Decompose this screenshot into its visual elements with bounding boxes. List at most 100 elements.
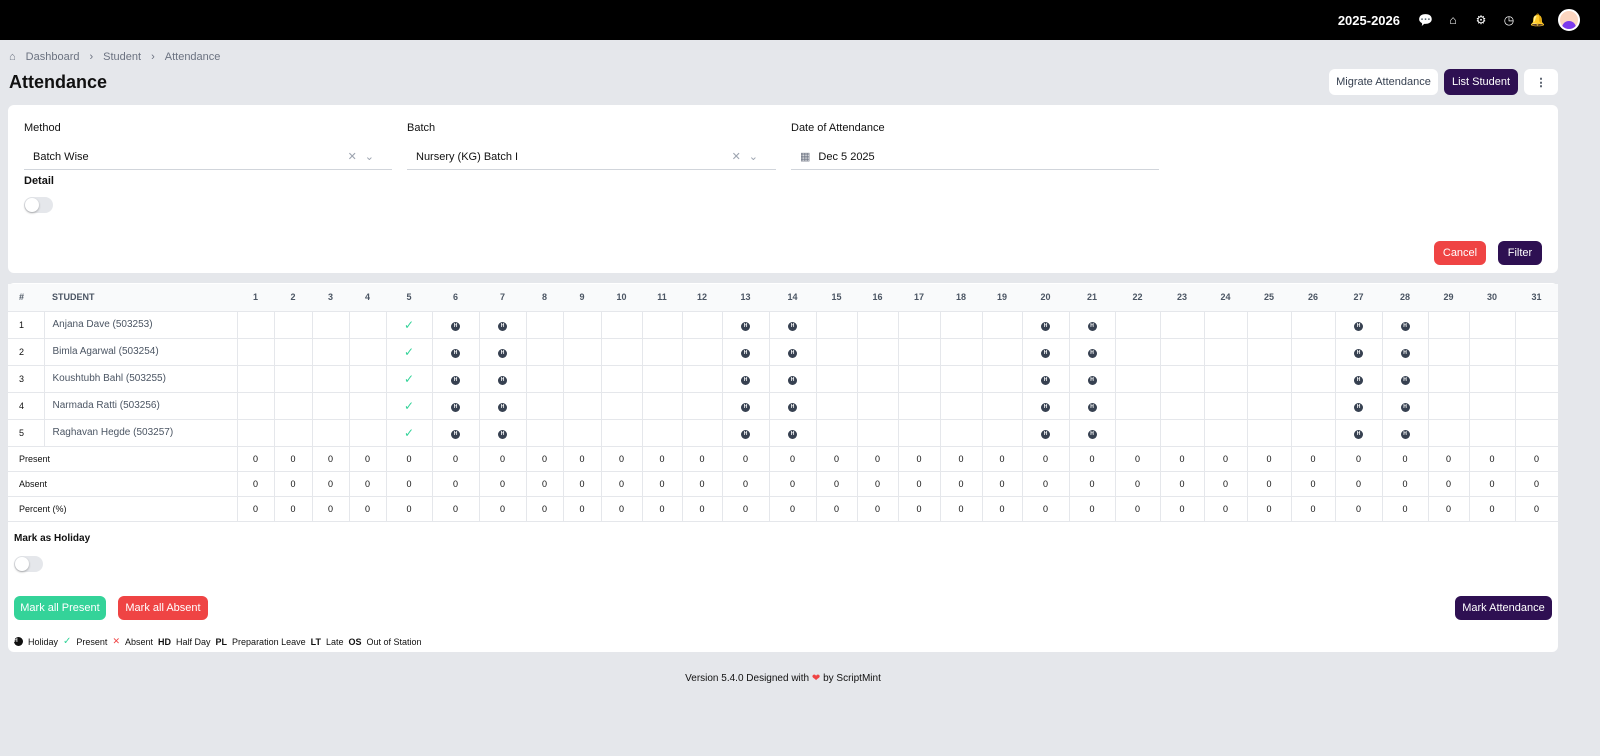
attendance-cell[interactable]: H bbox=[431, 338, 480, 366]
attendance-cell[interactable] bbox=[311, 392, 350, 420]
filter-button[interactable]: Filter bbox=[1498, 241, 1542, 265]
attendance-cell[interactable]: H bbox=[478, 338, 527, 366]
attendance-cell[interactable] bbox=[1159, 311, 1205, 339]
attendance-cell[interactable] bbox=[1246, 419, 1292, 447]
attendance-cell[interactable] bbox=[1203, 419, 1248, 447]
attendance-cell[interactable] bbox=[525, 419, 564, 447]
attendance-cell[interactable] bbox=[236, 338, 275, 366]
attendance-cell[interactable]: H bbox=[478, 392, 527, 420]
attendance-cell[interactable]: H bbox=[1068, 338, 1116, 366]
attendance-cell[interactable] bbox=[600, 365, 643, 393]
date-input[interactable]: ▦ Dec 5 2025 bbox=[791, 144, 1159, 170]
attendance-cell[interactable] bbox=[311, 311, 350, 339]
attendance-cell[interactable] bbox=[641, 419, 683, 447]
attendance-cell[interactable] bbox=[236, 392, 275, 420]
attendance-cell[interactable]: H bbox=[1021, 419, 1070, 447]
attendance-cell[interactable] bbox=[525, 392, 564, 420]
chat-icon[interactable]: 💬 bbox=[1418, 13, 1433, 27]
attendance-cell[interactable] bbox=[600, 392, 643, 420]
attendance-cell[interactable]: H bbox=[1068, 311, 1116, 339]
attendance-cell[interactable] bbox=[1159, 365, 1205, 393]
attendance-cell[interactable]: H bbox=[721, 365, 770, 393]
attendance-cell[interactable] bbox=[1246, 392, 1292, 420]
attendance-cell[interactable] bbox=[1468, 419, 1516, 447]
attendance-cell[interactable] bbox=[856, 419, 899, 447]
attendance-cell[interactable] bbox=[1468, 365, 1516, 393]
attendance-cell[interactable]: H bbox=[1381, 311, 1429, 339]
attendance-cell[interactable] bbox=[562, 338, 602, 366]
attendance-cell[interactable]: H bbox=[721, 311, 770, 339]
attendance-cell[interactable] bbox=[897, 419, 941, 447]
attendance-cell[interactable]: H bbox=[1334, 338, 1383, 366]
attendance-cell[interactable]: H bbox=[768, 311, 817, 339]
attendance-cell[interactable]: ✓ bbox=[385, 311, 433, 339]
attendance-cell[interactable] bbox=[1114, 311, 1161, 339]
attendance-cell[interactable] bbox=[939, 392, 983, 420]
attendance-cell[interactable] bbox=[981, 419, 1023, 447]
attendance-cell[interactable]: H bbox=[431, 419, 480, 447]
attendance-cell[interactable]: H bbox=[1381, 338, 1429, 366]
attendance-cell[interactable] bbox=[897, 392, 941, 420]
attendance-cell[interactable] bbox=[939, 338, 983, 366]
attendance-cell[interactable] bbox=[311, 338, 350, 366]
attendance-cell[interactable] bbox=[525, 365, 564, 393]
attendance-cell[interactable] bbox=[1114, 338, 1161, 366]
attendance-cell[interactable] bbox=[273, 311, 313, 339]
attendance-cell[interactable] bbox=[641, 365, 683, 393]
attendance-cell[interactable] bbox=[1427, 419, 1470, 447]
attendance-cell[interactable]: H bbox=[478, 419, 527, 447]
attendance-cell[interactable] bbox=[1159, 338, 1205, 366]
attendance-cell[interactable]: H bbox=[1381, 392, 1429, 420]
attendance-cell[interactable] bbox=[348, 338, 387, 366]
attendance-cell[interactable] bbox=[1114, 392, 1161, 420]
attendance-cell[interactable] bbox=[236, 419, 275, 447]
attendance-cell[interactable] bbox=[348, 311, 387, 339]
attendance-cell[interactable] bbox=[1468, 392, 1516, 420]
attendance-cell[interactable]: H bbox=[478, 311, 527, 339]
attendance-cell[interactable]: H bbox=[721, 338, 770, 366]
attendance-cell[interactable] bbox=[1114, 365, 1161, 393]
attendance-cell[interactable]: ✓ bbox=[385, 365, 433, 393]
attendance-cell[interactable] bbox=[1514, 365, 1559, 393]
attendance-cell[interactable] bbox=[236, 365, 275, 393]
attendance-cell[interactable]: H bbox=[1334, 311, 1383, 339]
attendance-cell[interactable] bbox=[1290, 338, 1336, 366]
attendance-cell[interactable]: H bbox=[1381, 419, 1429, 447]
mark-all-absent-button[interactable]: Mark all Absent bbox=[118, 596, 208, 620]
attendance-cell[interactable] bbox=[562, 392, 602, 420]
attendance-cell[interactable] bbox=[236, 311, 275, 339]
attendance-cell[interactable] bbox=[856, 392, 899, 420]
attendance-cell[interactable] bbox=[681, 338, 723, 366]
attendance-cell[interactable] bbox=[525, 311, 564, 339]
attendance-cell[interactable]: H bbox=[1381, 365, 1429, 393]
attendance-cell[interactable]: H bbox=[1334, 392, 1383, 420]
attendance-cell[interactable]: ✓ bbox=[385, 338, 433, 366]
attendance-cell[interactable] bbox=[273, 419, 313, 447]
attendance-cell[interactable] bbox=[1203, 392, 1248, 420]
more-options-button[interactable]: ⋮ bbox=[1524, 69, 1558, 95]
attendance-cell[interactable]: ✓ bbox=[385, 419, 433, 447]
avatar[interactable] bbox=[1558, 9, 1580, 31]
attendance-cell[interactable] bbox=[1290, 311, 1336, 339]
attendance-cell[interactable] bbox=[856, 311, 899, 339]
attendance-cell[interactable]: ✓ bbox=[385, 392, 433, 420]
attendance-cell[interactable] bbox=[1427, 338, 1470, 366]
attendance-cell[interactable]: H bbox=[478, 365, 527, 393]
attendance-cell[interactable]: H bbox=[1334, 419, 1383, 447]
attendance-cell[interactable] bbox=[1290, 365, 1336, 393]
attendance-cell[interactable] bbox=[1514, 392, 1559, 420]
attendance-cell[interactable]: H bbox=[768, 365, 817, 393]
attendance-cell[interactable] bbox=[273, 392, 313, 420]
attendance-cell[interactable] bbox=[856, 338, 899, 366]
attendance-cell[interactable] bbox=[1203, 311, 1248, 339]
attendance-cell[interactable] bbox=[681, 419, 723, 447]
school-icon[interactable]: ⌂ bbox=[1449, 13, 1457, 27]
detail-toggle[interactable] bbox=[24, 197, 53, 213]
attendance-cell[interactable] bbox=[1246, 365, 1292, 393]
mark-all-present-button[interactable]: Mark all Present bbox=[14, 596, 106, 620]
attendance-cell[interactable] bbox=[1246, 311, 1292, 339]
attendance-cell[interactable]: H bbox=[1068, 419, 1116, 447]
attendance-cell[interactable] bbox=[981, 311, 1023, 339]
breadcrumb-dashboard[interactable]: Dashboard bbox=[25, 51, 80, 63]
list-student-button[interactable]: List Student bbox=[1444, 69, 1518, 95]
